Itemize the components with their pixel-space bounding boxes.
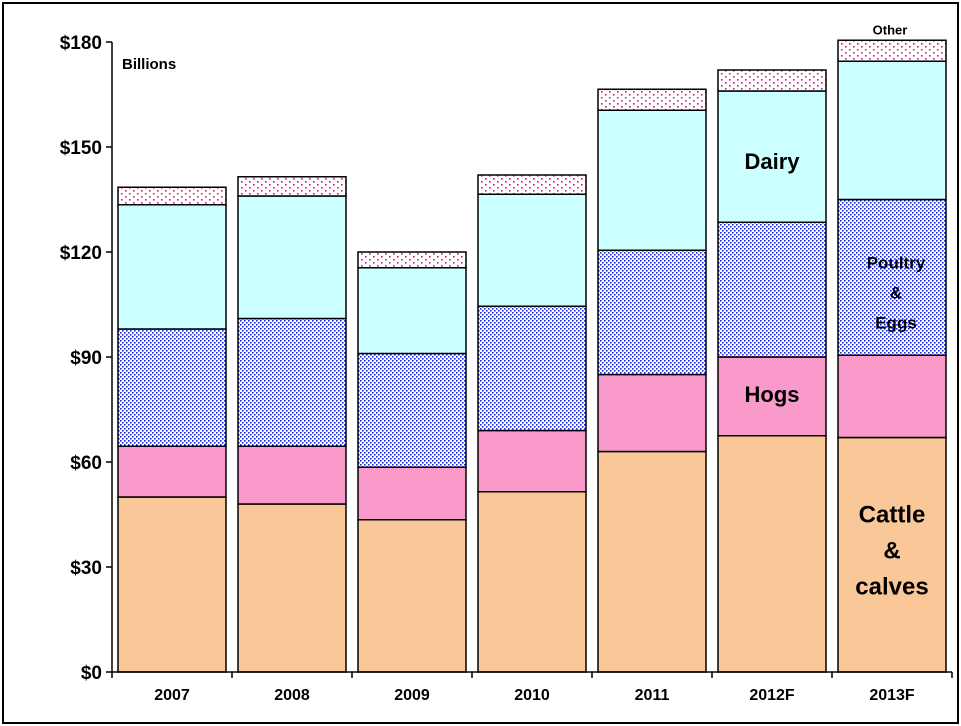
bars-layer xyxy=(117,39,947,673)
bar-cattle-calves-2010 xyxy=(477,491,587,673)
bar-hogs-2013f xyxy=(837,354,947,439)
bar-dairy-2007 xyxy=(117,204,227,330)
series-label-dairy: Dairy xyxy=(744,149,800,174)
bar-other-2010 xyxy=(477,174,587,195)
bar-cattle-calves-2013f xyxy=(837,436,947,673)
y-tick-label: $60 xyxy=(70,453,102,474)
x-tick-label: 2012F xyxy=(749,687,795,704)
bar-poultry-eggs-2010 xyxy=(477,305,587,432)
x-tick-label: 2013F xyxy=(869,687,915,704)
y-tick-label: $0 xyxy=(81,663,102,684)
series-label-poultry-eggs: Poultry xyxy=(867,253,926,272)
bar-poultry-eggs-2011 xyxy=(597,249,707,376)
bar-cattle-calves-2007 xyxy=(117,496,227,673)
series-label-hogs: Hogs xyxy=(745,382,800,407)
bar-dairy-2009 xyxy=(357,267,467,355)
series-label-other: Other xyxy=(873,23,908,38)
series-label-poultry-eggs: Eggs xyxy=(875,313,917,332)
y-tick-label: $90 xyxy=(70,348,102,369)
bar-poultry-eggs-2012f xyxy=(717,221,827,358)
bar-poultry-eggs-2008 xyxy=(237,317,347,447)
series-label-cattle-calves: & xyxy=(883,537,900,564)
bar-cattle-calves-2011 xyxy=(597,450,707,673)
bar-hogs-2011 xyxy=(597,373,707,453)
bar-hogs-2012f xyxy=(717,356,827,437)
series-label-cattle-calves: calves xyxy=(855,573,928,600)
series-labels-layer: Cattle & calves Hogs Poultry & Eggs Dairy Other xyxy=(744,23,928,601)
x-tick-label: 2007 xyxy=(154,687,190,704)
bar-other-2013f xyxy=(837,39,947,62)
series-label-poultry-eggs: & xyxy=(890,283,902,302)
x-tick-label: 2010 xyxy=(514,687,550,704)
bar-other-2007 xyxy=(117,186,227,206)
bar-other-2009 xyxy=(357,251,467,269)
x-tick-label: 2011 xyxy=(635,687,670,704)
bar-poultry-eggs-2009 xyxy=(357,352,467,468)
bar-hogs-2007 xyxy=(117,445,227,498)
y-tick-label: $30 xyxy=(70,558,102,579)
y-tick-label: $150 xyxy=(60,138,102,159)
bar-poultry-eggs-2013f xyxy=(837,198,947,356)
bar-dairy-2011 xyxy=(597,109,707,251)
bar-cattle-calves-2008 xyxy=(237,503,347,673)
bar-poultry-eggs-2007 xyxy=(117,328,227,447)
unit-label: Billions xyxy=(122,56,176,73)
bar-hogs-2010 xyxy=(477,429,587,493)
axes-layer xyxy=(106,41,953,678)
y-tick-label: $120 xyxy=(60,243,102,264)
bar-other-2012f xyxy=(717,69,827,92)
y-tick-label: $180 xyxy=(60,33,102,54)
bar-cattle-calves-2012f xyxy=(717,435,827,673)
tick-labels-layer: $0 $30 $60 $90 $120 $150 $180 2007 2008 2009 2010 2… xyxy=(60,33,915,704)
bar-other-2011 xyxy=(597,88,707,111)
bar-dairy-2013f xyxy=(837,60,947,201)
x-tick-label: 2009 xyxy=(394,687,430,704)
bar-dairy-2008 xyxy=(237,195,347,320)
bar-hogs-2008 xyxy=(237,445,347,505)
series-label-cattle-calves: Cattle xyxy=(859,501,926,528)
bar-dairy-2010 xyxy=(477,193,587,307)
x-tick-label: 2008 xyxy=(274,687,310,704)
bar-cattle-calves-2009 xyxy=(357,519,467,673)
bar-hogs-2009 xyxy=(357,466,467,521)
bar-other-2008 xyxy=(237,176,347,197)
